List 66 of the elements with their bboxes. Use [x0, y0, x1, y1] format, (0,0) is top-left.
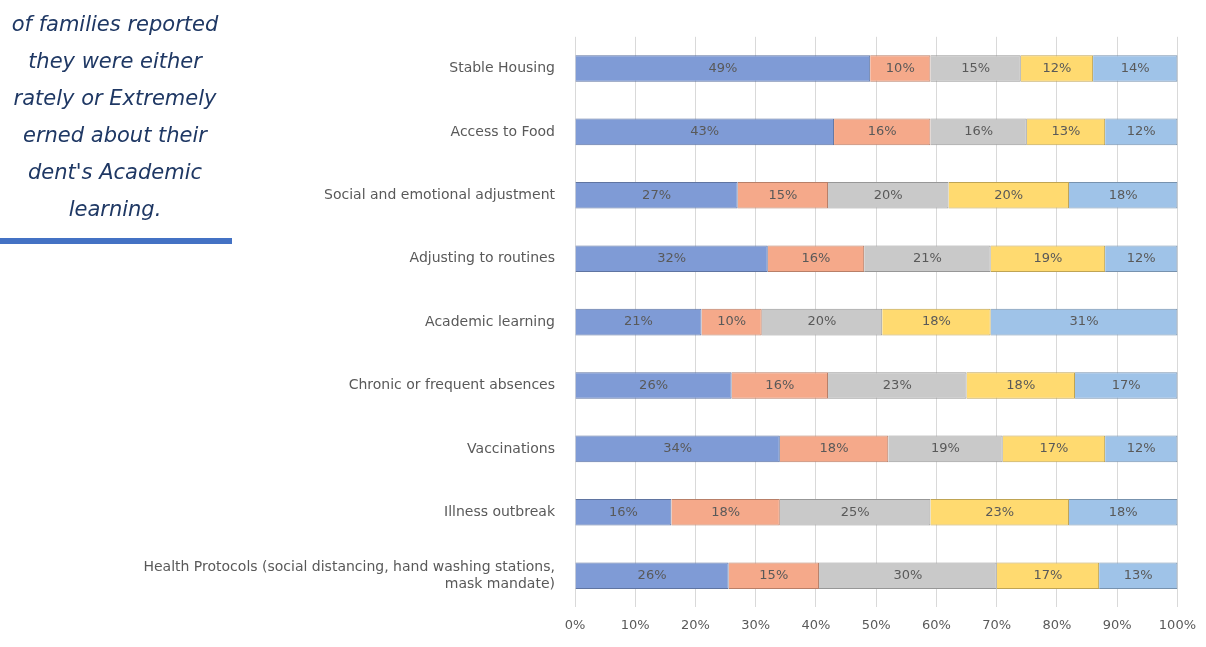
x-tick-label: 50%: [861, 616, 891, 632]
data-label: 27%: [642, 186, 672, 202]
y-tick-label: Chronic or frequent absences: [348, 376, 555, 393]
data-label: 12%: [1126, 250, 1156, 266]
data-label: 10%: [717, 313, 747, 329]
data-label: 31%: [1069, 313, 1099, 329]
data-label: 13%: [1123, 567, 1153, 583]
data-label: 12%: [1126, 440, 1156, 456]
data-label: 32%: [657, 250, 687, 266]
data-label: 10%: [885, 59, 915, 75]
y-tick-label: Illness outbreak: [444, 502, 556, 519]
data-label: 18%: [1108, 503, 1138, 519]
data-label: 13%: [1051, 123, 1081, 139]
y-tick-label: Stable Housing: [449, 59, 555, 76]
data-label: 15%: [961, 59, 991, 75]
data-label: 43%: [690, 123, 720, 139]
x-tick-label: 70%: [982, 616, 1012, 632]
data-label: 49%: [708, 59, 738, 75]
x-tick-label: 80%: [1042, 616, 1072, 632]
y-tick-label: Health Protocols (social distancing, hand washing stations, mask mandate): [143, 557, 555, 591]
data-label: 16%: [964, 123, 994, 139]
data-label: 21%: [912, 250, 942, 266]
data-label: 34%: [663, 440, 693, 456]
y-tick-label: Adjusting to routines: [409, 249, 555, 266]
text: of families reported they were either rately or Extremely erned about their dent's Academic learning.: [10, 11, 220, 223]
data-label: 26%: [637, 567, 667, 583]
x-tick-label: 20%: [681, 616, 710, 632]
data-label: 18%: [1108, 186, 1138, 202]
x-tick-label: 0%: [564, 616, 586, 632]
x-tick-label: 10%: [620, 616, 650, 632]
data-label: 18%: [711, 503, 741, 519]
data-label: 18%: [819, 440, 849, 456]
data-label: 17%: [1111, 376, 1141, 392]
x-tick-label: 100%: [1158, 616, 1196, 632]
x-tick-label: 30%: [741, 616, 771, 632]
data-label: 19%: [1033, 250, 1063, 266]
data-label: 18%: [1006, 376, 1036, 392]
data-label: 14%: [1120, 59, 1150, 75]
data-label: 16%: [867, 123, 897, 139]
data-label: 23%: [985, 503, 1015, 519]
data-label: 15%: [768, 186, 798, 202]
data-label: 20%: [807, 313, 837, 329]
data-label: 20%: [994, 186, 1024, 202]
y-tick-label: Access to Food: [450, 122, 555, 139]
x-tick-label: 90%: [1102, 616, 1132, 632]
data-label: 25%: [840, 503, 870, 519]
data-label: 16%: [765, 376, 795, 392]
data-label: 17%: [1033, 567, 1063, 583]
data-label: 12%: [1126, 123, 1156, 139]
x-tick-label: 40%: [801, 616, 831, 632]
data-label: 21%: [624, 313, 653, 329]
data-label: 23%: [882, 376, 912, 392]
data-label: 30%: [893, 567, 923, 583]
x-tick-label: 60%: [922, 616, 951, 632]
data-label: 18%: [922, 313, 951, 329]
data-label: 12%: [1042, 59, 1072, 75]
y-tick-label: Academic learning: [425, 312, 555, 329]
data-label: 17%: [1039, 440, 1069, 456]
data-label: 15%: [759, 567, 789, 583]
data-label: 19%: [931, 440, 960, 456]
data-label: 20%: [873, 186, 903, 202]
y-tick-label: Vaccinations: [467, 439, 555, 456]
data-label: 26%: [639, 376, 669, 392]
data-label: 16%: [608, 503, 638, 519]
data-label: 16%: [801, 250, 831, 266]
y-tick-label: Social and emotional adjustment: [324, 185, 556, 202]
